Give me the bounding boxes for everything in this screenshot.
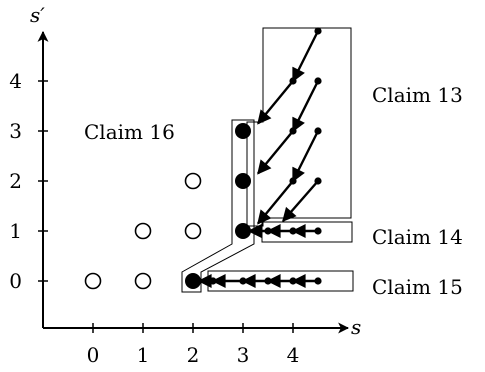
x-tick-label: 3 <box>237 343 250 367</box>
arrow <box>291 130 320 183</box>
filled-small-point <box>289 127 297 135</box>
open-point <box>184 172 202 190</box>
y-tick-label: 0 <box>9 269 22 293</box>
filled-small-point <box>314 127 322 135</box>
x-tick-label: 4 <box>287 343 300 367</box>
open-point <box>134 222 152 240</box>
open-point <box>84 272 102 290</box>
arrow <box>291 80 320 133</box>
claim-14-label: Claim 14 <box>372 225 463 249</box>
open-point <box>184 222 202 240</box>
y-tick-label: 3 <box>9 119 22 143</box>
filled-small-point <box>239 277 247 285</box>
filled-small-point <box>314 77 322 85</box>
points-layer <box>84 27 322 290</box>
claim-16-region <box>181 119 255 293</box>
x-tick-label: 1 <box>137 343 150 367</box>
filled-large-point <box>185 273 201 289</box>
filled-small-point <box>289 227 297 235</box>
claim-13-region <box>246 27 352 227</box>
filled-large-point <box>235 173 251 189</box>
filled-small-point <box>209 277 217 285</box>
y-axis-label: s′ <box>30 3 45 27</box>
filled-small-point <box>314 227 322 235</box>
filled-small-point <box>314 277 322 285</box>
filled-large-point <box>235 123 251 139</box>
y-tick-label: 1 <box>9 219 22 243</box>
x-tick-label: 0 <box>87 343 100 367</box>
claim-13-label: Claim 13 <box>372 83 463 107</box>
filled-small-point <box>314 177 322 185</box>
arrow <box>257 80 294 125</box>
open-point <box>134 272 152 290</box>
claim-16-label: Claim 16 <box>84 120 175 144</box>
y-tick-label: 4 <box>9 69 22 93</box>
filled-small-point <box>289 277 297 285</box>
axis-ticks: 0 1 2 3 4 0 1 2 3 4 <box>9 69 299 367</box>
filled-small-point <box>289 177 297 185</box>
y-tick-label: 2 <box>9 169 22 193</box>
x-axis-label: s <box>351 315 361 339</box>
arrow <box>257 180 294 225</box>
x-tick-label: 2 <box>187 343 200 367</box>
filled-small-point <box>264 277 272 285</box>
filled-small-point <box>264 227 272 235</box>
filled-small-point <box>289 77 297 85</box>
arrow <box>291 30 320 83</box>
filled-large-point <box>235 223 251 239</box>
arrow <box>257 130 294 175</box>
filled-small-point <box>314 27 322 35</box>
arrows-layer <box>197 30 320 288</box>
claim-15-label: Claim 15 <box>372 275 463 299</box>
arrow <box>282 180 319 223</box>
